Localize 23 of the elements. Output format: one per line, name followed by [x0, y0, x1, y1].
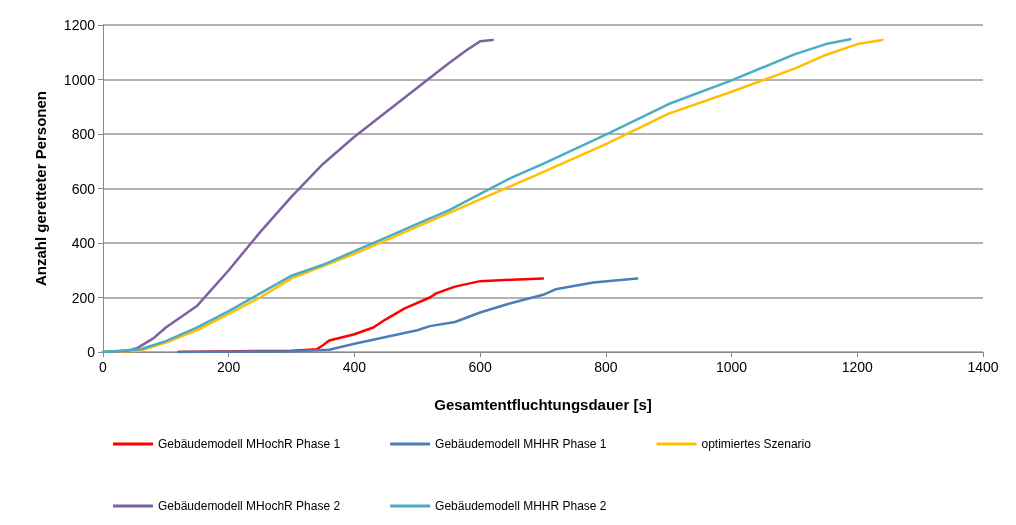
legend-label: Gebäudemodell MHochR Phase 2	[158, 499, 341, 513]
y-tick-label: 800	[71, 126, 96, 142]
y-tick-label: 200	[71, 289, 96, 306]
x-tick-label: 0	[99, 359, 108, 375]
legend-label: Gebäudemodell MHHR Phase 1	[435, 437, 607, 451]
y-axis-title: Anzahl geretteter Personen	[32, 90, 49, 287]
y-tick-label: 1000	[63, 71, 96, 88]
y-tick-label: 400	[71, 235, 96, 251]
y-tick-label: 0	[87, 344, 96, 360]
x-tick-label: 1000	[715, 359, 748, 375]
x-tick-label: 400	[342, 359, 367, 375]
x-tick-label: 800	[594, 359, 618, 375]
legend-label: optimiertes Szenario	[701, 437, 812, 451]
legend-label: Gebäudemodell MHochR Phase 1	[158, 437, 341, 451]
x-tick-label: 1400	[967, 359, 999, 375]
y-tick-label: 1200	[63, 17, 96, 33]
y-tick-label: 600	[71, 180, 96, 197]
x-axis-title: Gesamtentfluchtungsdauer [s]	[434, 396, 652, 413]
x-tick-label: 600	[468, 359, 493, 375]
x-tick-label: 200	[217, 359, 241, 375]
legend-label: Gebäudemodell MHHR Phase 2	[435, 499, 607, 513]
x-tick-label: 1200	[841, 359, 874, 375]
line-series	[177, 277, 639, 354]
